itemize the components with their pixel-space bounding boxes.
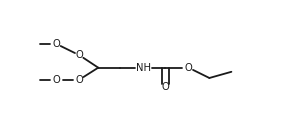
Text: NH: NH: [136, 63, 151, 73]
Text: O: O: [76, 50, 83, 60]
Text: O: O: [53, 39, 60, 49]
Text: O: O: [76, 75, 83, 85]
Text: O: O: [185, 63, 192, 73]
Text: O: O: [53, 75, 60, 85]
Text: O: O: [162, 82, 169, 92]
